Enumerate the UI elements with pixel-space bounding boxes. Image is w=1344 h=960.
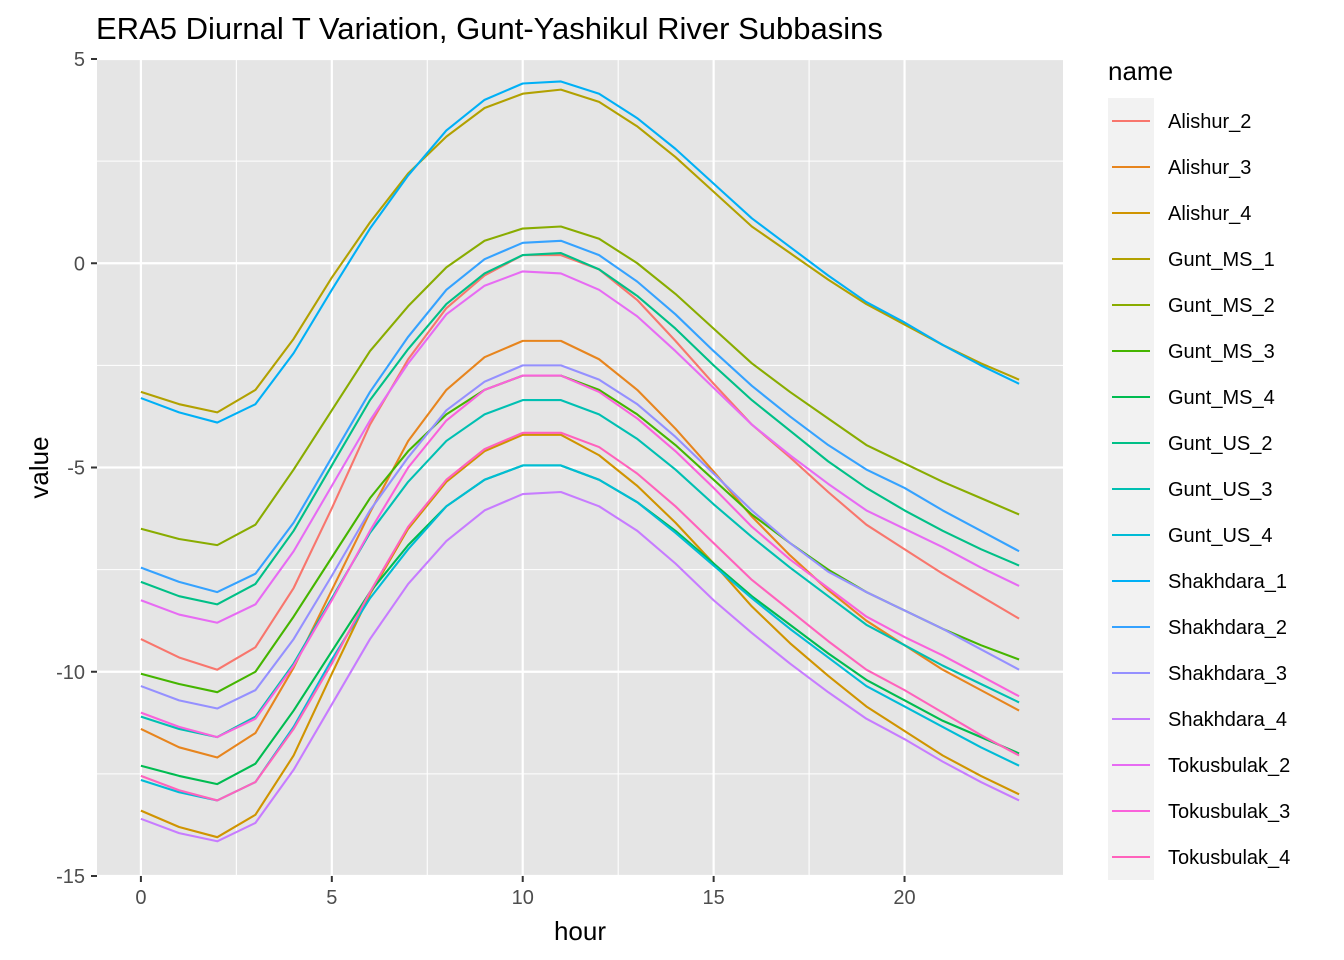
legend-item: Gunt_MS_3 — [1112, 341, 1275, 363]
legend-items: Alishur_2 Alishur_3 Alishur_4 Gunt_MS_1 Gunt… — [1112, 111, 1290, 869]
legend-label: Alishur_2 — [1168, 111, 1251, 133]
x-tick-label: 20 — [893, 887, 915, 909]
legend-label: Shakhdara_1 — [1168, 571, 1287, 593]
legend-item: Shakhdara_3 — [1112, 663, 1287, 685]
series-line-Shakhdara_3 — [140, 364, 1020, 710]
legend-item: Gunt_MS_2 — [1112, 295, 1275, 317]
legend-label: Gunt_US_3 — [1168, 479, 1273, 501]
legend-label: Gunt_MS_4 — [1168, 387, 1275, 409]
y-axis-title: value — [24, 436, 54, 498]
legend-item: Shakhdara_1 — [1112, 571, 1287, 593]
legend-label: Alishur_3 — [1168, 157, 1251, 179]
legend-label: Gunt_US_4 — [1168, 525, 1273, 547]
legend-title: name — [1108, 56, 1173, 86]
chart-title: ERA5 Diurnal T Variation, Gunt-Yashikul … — [96, 11, 883, 46]
series-line-Tokusbulak_4 — [140, 431, 1020, 802]
legend-item: Alishur_4 — [1112, 203, 1251, 225]
series-line-Alishur_4 — [140, 433, 1020, 839]
legend-item: Gunt_US_2 — [1112, 433, 1273, 455]
legend-label: Gunt_US_2 — [1168, 433, 1273, 455]
legend: name Alishur_2 Alishur_3 Alishur_4 Gunt_MS_… — [1108, 56, 1290, 880]
series-line-Tokusbulak_3 — [140, 374, 1020, 739]
x-axis-title: hour — [554, 916, 606, 946]
legend-label: Gunt_MS_2 — [1168, 295, 1275, 317]
legend-item: Gunt_MS_1 — [1112, 249, 1275, 271]
legend-label: Shakhdara_2 — [1168, 617, 1287, 639]
legend-item: Tokusbulak_3 — [1112, 801, 1290, 823]
series-line-Tokusbulak_2 — [140, 270, 1020, 624]
legend-item: Gunt_MS_4 — [1112, 387, 1275, 409]
legend-label: Tokusbulak_4 — [1168, 847, 1290, 869]
series-line-Shakhdara_4 — [140, 490, 1020, 843]
series-line-Alishur_3 — [140, 339, 1020, 759]
legend-label: Shakhdara_3 — [1168, 663, 1287, 685]
legend-label: Gunt_MS_1 — [1168, 249, 1275, 271]
series-line-Gunt_MS_2 — [140, 225, 1020, 547]
legend-item: Gunt_US_4 — [1112, 525, 1273, 547]
legend-label: Alishur_4 — [1168, 203, 1251, 225]
x-tick-label: 15 — [703, 887, 725, 909]
legend-item: Shakhdara_4 — [1112, 709, 1287, 731]
y-tick-label: 5 — [74, 49, 85, 71]
legend-label: Shakhdara_4 — [1168, 709, 1287, 731]
y-tick-label: -5 — [67, 458, 85, 480]
legend-label: Tokusbulak_3 — [1168, 801, 1290, 823]
legend-label: Tokusbulak_2 — [1168, 755, 1290, 777]
legend-item: Tokusbulak_2 — [1112, 755, 1290, 777]
y-tick-label: -10 — [56, 662, 85, 684]
series-line-Shakhdara_1 — [140, 80, 1020, 424]
x-tick-label: 10 — [512, 887, 534, 909]
y-axis: -15 -10 -5 0 5 — [56, 49, 97, 888]
series-line-Gunt_US_3 — [140, 399, 1020, 739]
x-tick-label: 0 — [135, 887, 146, 909]
y-tick-label: 0 — [74, 253, 85, 275]
series-line-Shakhdara_2 — [140, 239, 1020, 594]
legend-label: Gunt_MS_3 — [1168, 341, 1275, 363]
series-lines — [140, 80, 1020, 843]
series-line-Gunt_US_2 — [140, 251, 1020, 606]
x-tick-label: 5 — [326, 887, 337, 909]
legend-item: Shakhdara_2 — [1112, 617, 1287, 639]
y-tick-label: -15 — [56, 866, 85, 888]
legend-item: Alishur_2 — [1112, 111, 1251, 133]
legend-item: Tokusbulak_4 — [1112, 847, 1290, 869]
series-line-Gunt_MS_1 — [140, 88, 1020, 414]
legend-item: Alishur_3 — [1112, 157, 1251, 179]
x-axis: 0 5 10 15 20 — [135, 876, 916, 909]
legend-item: Gunt_US_3 — [1112, 479, 1273, 501]
